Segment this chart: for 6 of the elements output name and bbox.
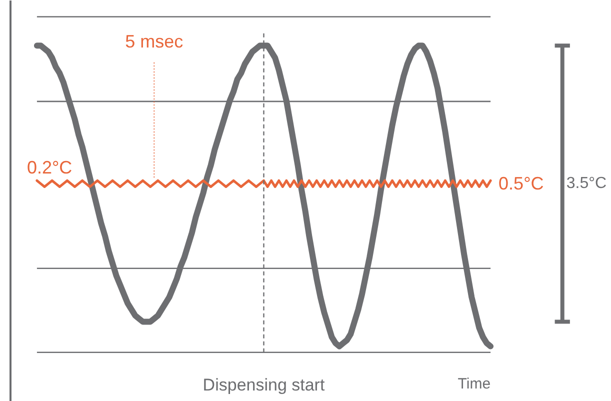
annotation: 0.2°C [26, 158, 72, 178]
annotation: 5 msec [125, 32, 184, 52]
text: 0.5°C [498, 174, 544, 194]
text: 3.5°C [566, 175, 607, 192]
x-axis-title: Time [458, 375, 491, 392]
text: Dispensing start [202, 375, 325, 394]
